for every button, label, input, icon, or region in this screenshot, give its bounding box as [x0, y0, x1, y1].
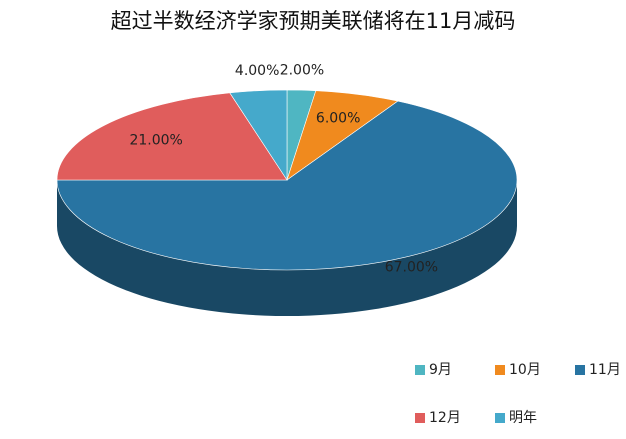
legend-label: 明年: [509, 410, 537, 426]
legend-swatch: [415, 413, 425, 423]
slice: [56, 100, 518, 271]
slice: [229, 89, 288, 182]
legend-label: 12月: [429, 410, 461, 426]
chart-title: 超过半数经济学家预期美联储将在11月减码: [111, 9, 516, 33]
data-label: 6.00%: [316, 110, 360, 126]
slice-side: [57, 180, 517, 316]
legend-swatch: [575, 365, 585, 375]
data-label: 21.00%: [129, 132, 182, 148]
legend-swatch: [495, 413, 505, 423]
data-label: 67.00%: [385, 260, 438, 276]
legend-swatch: [415, 365, 425, 375]
legend-label: 10月: [509, 362, 541, 378]
legend-label: 9月: [429, 362, 452, 378]
data-label: 4.00%: [235, 63, 279, 79]
legend-swatch: [495, 365, 505, 375]
data-label: 2.00%: [280, 62, 324, 78]
slice: [56, 92, 288, 181]
legend-label: 11月: [589, 362, 621, 378]
